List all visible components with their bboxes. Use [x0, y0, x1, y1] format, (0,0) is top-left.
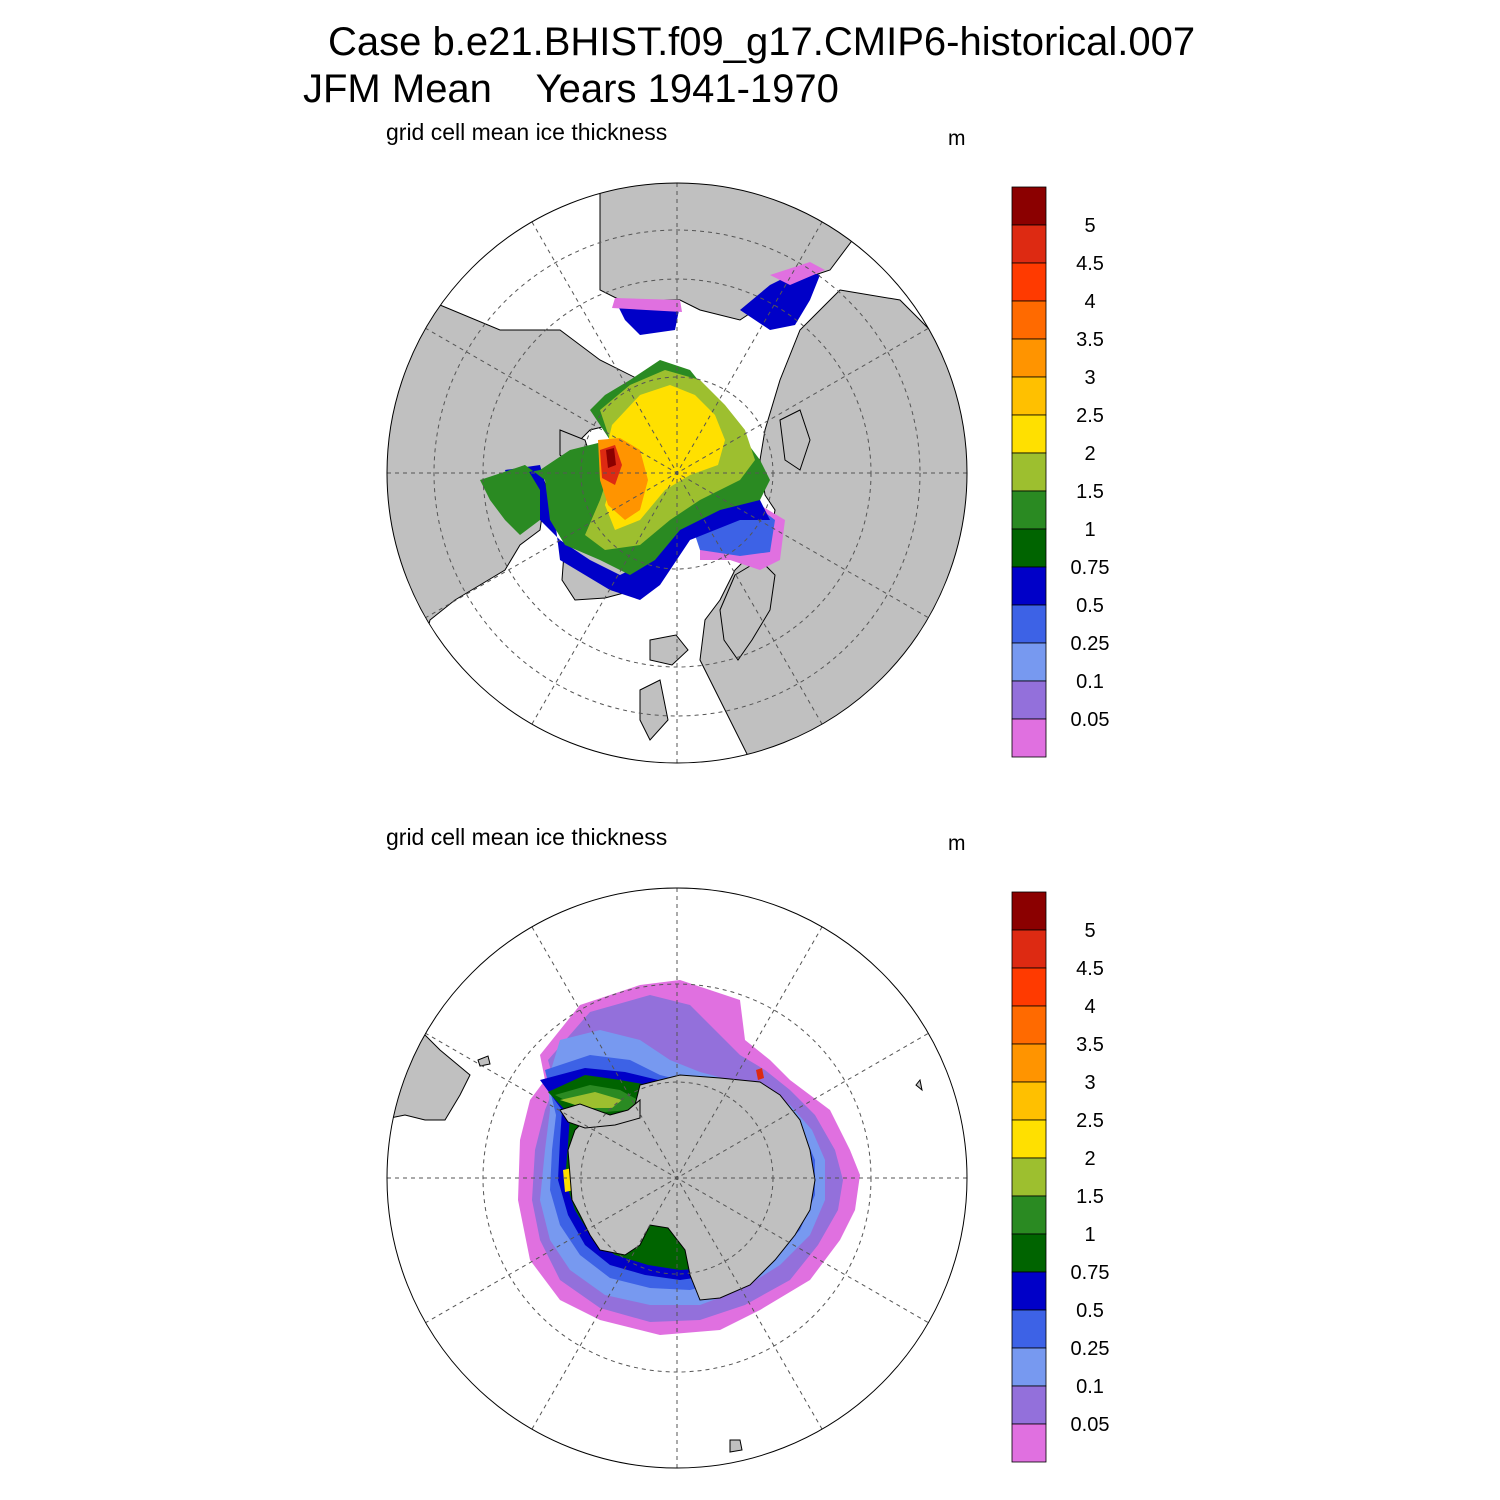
south-colorbar: 5 4.5 4 3.5 3 2.5 2 1.5 1 0.75 0.5 0.25 0.1 0.05	[1011, 891, 1110, 1463]
south-colorbar-label: 0.5	[1076, 1300, 1104, 1322]
north-colorbar-label: 0.25	[1071, 633, 1110, 655]
north-colorbar-label: 4	[1084, 291, 1095, 313]
south-colorbar-box-13	[1011, 1385, 1047, 1425]
south-colorbar-box-8	[1011, 1195, 1047, 1235]
north-colorbar-label: 3.5	[1076, 329, 1104, 351]
north-colorbar-label: 1	[1084, 519, 1095, 541]
north-colorbar-label: 5	[1084, 215, 1095, 237]
south-colorbar-box-3	[1011, 1005, 1047, 1045]
south-colorbar-box-4	[1011, 1043, 1047, 1083]
north-colorbar-label: 3	[1084, 367, 1095, 389]
north-colorbar-box-0	[1011, 186, 1047, 226]
north-colorbar-box-13	[1011, 680, 1047, 720]
ice-contour-5	[606, 448, 616, 468]
ice-contour-edge-bering	[612, 298, 682, 312]
north-colorbar-label: 2.5	[1076, 405, 1104, 427]
ice-contour-okhotsk	[740, 270, 820, 330]
south-colorbar-label: 5	[1084, 920, 1095, 942]
north-colorbar-label: 1.5	[1076, 481, 1104, 503]
figure-title-line-1: Case b.e21.BHIST.f09_g17.CMIP6-historica…	[328, 20, 1196, 64]
north-graticule	[387, 183, 967, 763]
north-colorbar-label: 0.1	[1076, 671, 1104, 693]
ice-contour-hudson	[480, 465, 540, 535]
south-colorbar-box-1	[1011, 929, 1047, 969]
south-colorbar-box-14	[1011, 1423, 1047, 1463]
south-colorbar-label: 1	[1084, 1224, 1095, 1246]
north-colorbar-label: 0.05	[1071, 709, 1110, 731]
south-colorbar-box-9	[1011, 1233, 1047, 1273]
north-panel-subtitle: grid cell mean ice thickness	[386, 119, 668, 145]
north-colorbar-box-12	[1011, 642, 1047, 682]
south-graticule	[387, 888, 967, 1468]
ice-contour-2	[560, 1092, 622, 1108]
south-colorbar-box-11	[1011, 1309, 1047, 1349]
north-colorbar-box-2	[1011, 262, 1047, 302]
ice-contour-edge-okhotsk	[770, 262, 825, 285]
south-colorbar-box-10	[1011, 1271, 1047, 1311]
south-map-boundary	[386, 887, 968, 1469]
south-colorbar-label: 0.25	[1071, 1338, 1110, 1360]
north-colorbar-box-7	[1011, 452, 1047, 492]
ice-contour-0.5	[505, 465, 770, 600]
south-colorbar-label: 4	[1084, 996, 1095, 1018]
north-colorbar-box-1	[1011, 224, 1047, 264]
north-colorbar-label: 4.5	[1076, 253, 1104, 275]
south-colorbar-box-7	[1011, 1157, 1047, 1197]
south-colorbar-label: 0.05	[1071, 1414, 1110, 1436]
north-colorbar-label: 0.5	[1076, 595, 1104, 617]
north-colorbar-box-11	[1011, 604, 1047, 644]
north-polar-map	[386, 182, 968, 764]
north-panel-units: m	[948, 127, 966, 150]
south-polar-map	[386, 887, 968, 1469]
north-map-boundary	[386, 182, 968, 764]
south-colorbar-label: 0.1	[1076, 1376, 1104, 1398]
north-colorbar-box-4	[1011, 338, 1047, 378]
south-colorbar-label: 2	[1084, 1148, 1095, 1170]
south-colorbar-label: 1.5	[1076, 1186, 1104, 1208]
figure-title-line-2: JFM Mean Years 1941-1970	[303, 67, 839, 111]
north-colorbar: 5 4.5 4 3.5 3 2.5 2 1.5 1 0.75 0.5 0.25 0.1 0.05	[1011, 186, 1110, 758]
north-colorbar-box-10	[1011, 566, 1047, 606]
north-colorbar-box-6	[1011, 414, 1047, 454]
ice-contour-red-spot	[756, 1068, 764, 1080]
north-colorbar-box-8	[1011, 490, 1047, 530]
north-colorbar-label: 2	[1084, 443, 1095, 465]
south-colorbar-box-12	[1011, 1347, 1047, 1387]
south-colorbar-box-0	[1011, 891, 1047, 931]
south-colorbar-box-2	[1011, 967, 1047, 1007]
south-colorbar-label: 0.75	[1071, 1262, 1110, 1284]
south-colorbar-label: 3.5	[1076, 1034, 1104, 1056]
north-colorbar-box-5	[1011, 376, 1047, 416]
north-sea-ice	[480, 262, 825, 600]
south-colorbar-label: 4.5	[1076, 958, 1104, 980]
south-colorbar-label: 2.5	[1076, 1110, 1104, 1132]
north-colorbar-label: 0.75	[1071, 557, 1110, 579]
north-colorbar-box-14	[1011, 718, 1047, 758]
south-panel-units: m	[948, 832, 966, 855]
north-colorbar-box-3	[1011, 300, 1047, 340]
south-colorbar-box-6	[1011, 1119, 1047, 1159]
south-colorbar-box-5	[1011, 1081, 1047, 1121]
south-colorbar-label: 3	[1084, 1072, 1095, 1094]
north-colorbar-box-9	[1011, 528, 1047, 568]
south-panel-subtitle: grid cell mean ice thickness	[386, 824, 668, 850]
